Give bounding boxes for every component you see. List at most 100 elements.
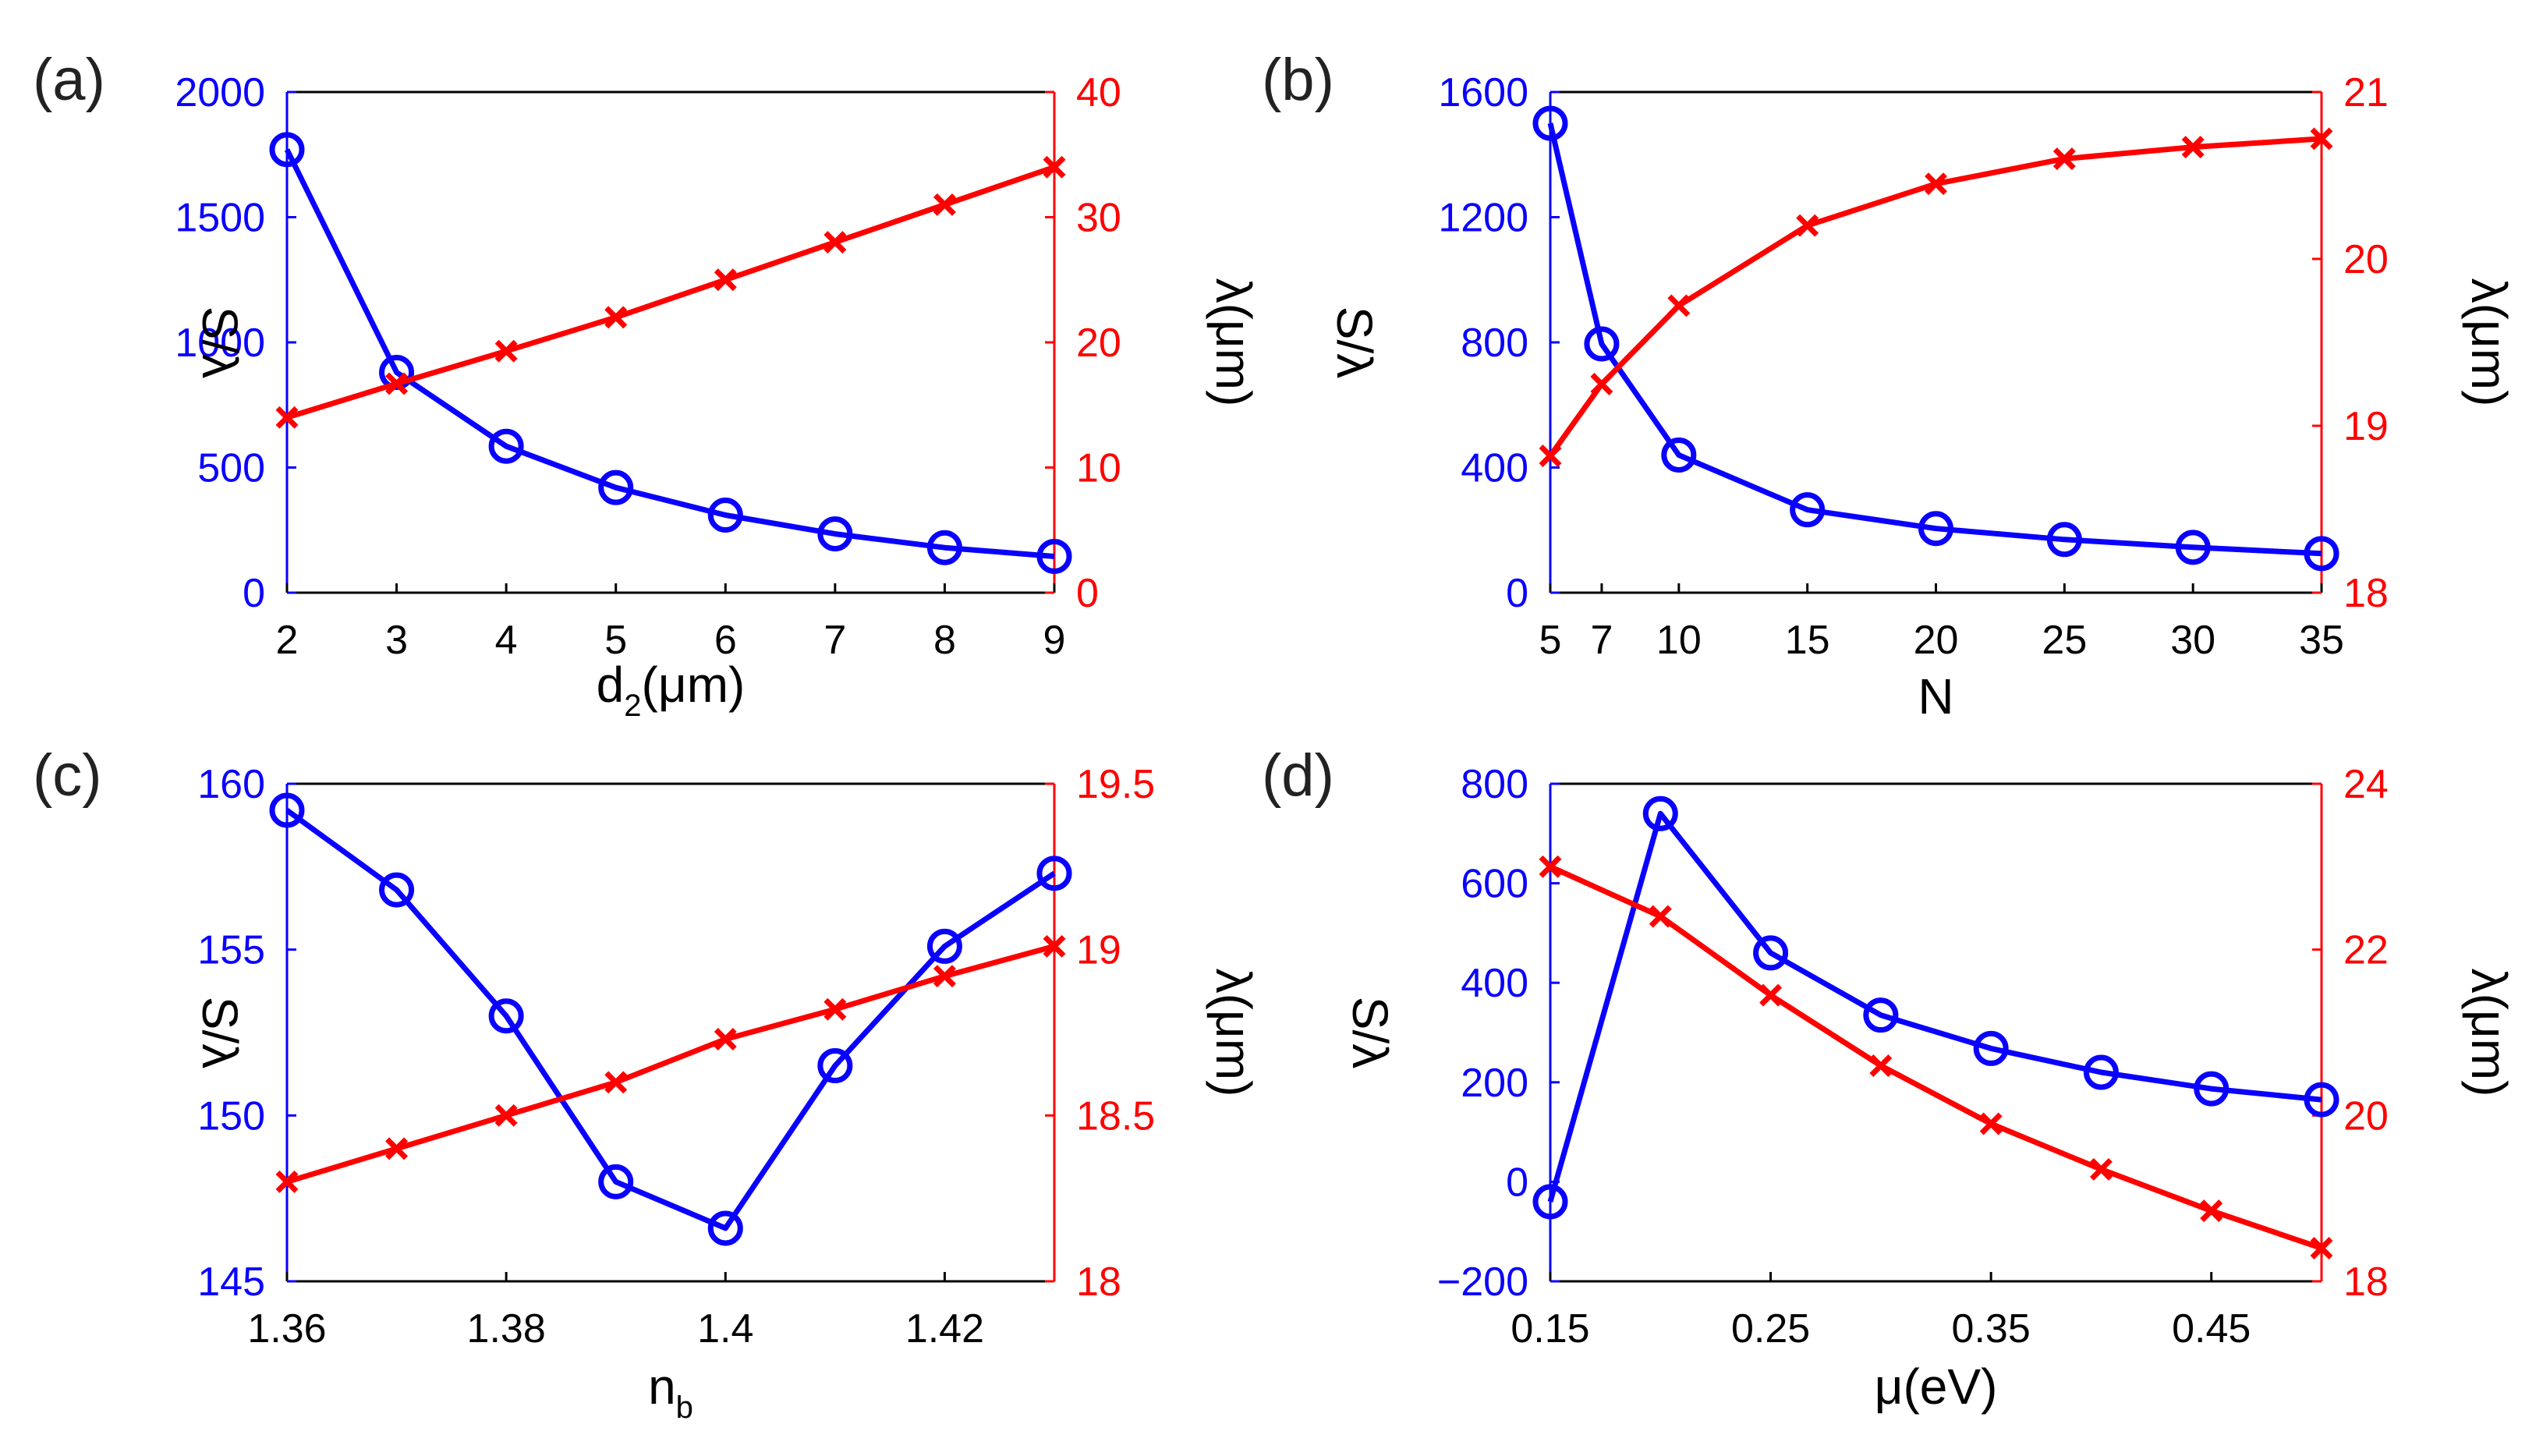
right-tick-label: 19.5 xyxy=(1076,762,1155,807)
right-tick-label: 24 xyxy=(2343,762,2389,807)
x-tick-label: 6 xyxy=(714,618,737,663)
data-point-cross xyxy=(2089,1157,2113,1181)
right-tick-label: 18 xyxy=(1076,1259,1121,1305)
data-point-circle xyxy=(2046,522,2082,558)
data-point-circle xyxy=(269,132,305,168)
x-tick-label: 0.25 xyxy=(1731,1306,1810,1351)
x-axis-label: N xyxy=(1918,668,1953,724)
left-tick-label: 0 xyxy=(243,571,265,616)
x-tick-label: 5 xyxy=(604,618,627,663)
data-point-cross xyxy=(385,1137,409,1160)
data-point-cross xyxy=(1796,214,1819,237)
data-point-circle xyxy=(1532,1184,1568,1220)
x-tick-label: 1.38 xyxy=(467,1306,546,1351)
data-point-circle xyxy=(926,928,962,964)
y-axis-label-left: S/λ xyxy=(1342,997,1398,1068)
data-point-cross xyxy=(1925,172,1947,196)
right-tick-label: 22 xyxy=(2343,928,2389,973)
y-axis-label-left: S/λ xyxy=(192,306,248,378)
series-line-s-over-lambda xyxy=(1547,810,2322,1203)
series-line-s-over-lambda xyxy=(1547,122,2322,557)
data-point-cross xyxy=(604,1071,628,1094)
right-tick-label: 18 xyxy=(2343,571,2389,616)
data-point-circle xyxy=(1036,538,1072,574)
data-point-circle xyxy=(1790,492,1826,528)
right-tick-label: 21 xyxy=(2343,70,2389,115)
data-point-circle xyxy=(1973,1030,2009,1066)
data-point-cross xyxy=(1759,983,1783,1007)
left-tick-label: 1600 xyxy=(1438,70,1528,115)
x-tick-label: 35 xyxy=(2299,618,2344,663)
x-axis-label: d2(μm) xyxy=(597,657,746,723)
data-point-cross xyxy=(385,372,409,395)
data-point-cross xyxy=(1539,445,1562,467)
data-point-cross xyxy=(1539,855,1562,878)
y-axis-label-left: S/λ xyxy=(1326,306,1383,378)
data-point-circle xyxy=(817,1048,853,1084)
data-point-cross xyxy=(1043,155,1066,179)
data-point-circle xyxy=(488,428,524,464)
data-point-cross xyxy=(275,406,299,429)
panel-b: 5 7 10 15 20 25 30 35 0 400 800 1200 1600 18 19 20 21 (b)… xyxy=(1262,47,2517,724)
data-point-circle xyxy=(2083,1054,2119,1090)
left-tick-label: 400 xyxy=(1461,446,1528,491)
data-point-cross xyxy=(494,1104,518,1127)
data-point-circle xyxy=(1532,105,1568,141)
x-tick-label: 8 xyxy=(933,618,956,663)
data-point-circle xyxy=(1918,511,1953,547)
data-point-cross xyxy=(1869,1054,1893,1078)
panel-d: 0.15 0.25 0.35 0.45 −200 0 200 400 600 800 18 20 22 2… xyxy=(1262,742,2517,1415)
left-tick-label: 2000 xyxy=(175,70,265,115)
x-tick-label: 3 xyxy=(385,618,408,663)
left-tick-label: 500 xyxy=(197,446,265,491)
data-point-circle xyxy=(1584,326,1620,362)
data-point-circle xyxy=(598,469,634,505)
data-point-circle xyxy=(1661,437,1697,473)
data-point-cross xyxy=(1979,1112,2003,1135)
y-axis-label-left: S/λ xyxy=(192,997,248,1068)
data-point-circle xyxy=(1036,856,1072,891)
x-tick-label: 0.35 xyxy=(1952,1306,2031,1351)
data-point-cross xyxy=(714,1028,737,1050)
data-point-circle xyxy=(269,792,305,828)
series-line-lambda xyxy=(1548,136,2322,458)
data-point-cross xyxy=(1667,294,1691,317)
x-tick-label: 20 xyxy=(1914,618,1959,663)
panel-label: (a) xyxy=(33,47,105,113)
left-tick-label: 1500 xyxy=(175,196,265,241)
series-line-s-over-lambda xyxy=(285,808,1056,1231)
right-tick-label: 10 xyxy=(1076,446,1121,491)
left-tick-label: 160 xyxy=(197,762,265,807)
right-tick-label: 30 xyxy=(1076,196,1121,241)
data-point-circle xyxy=(1863,997,1899,1033)
data-point-cross xyxy=(604,306,628,329)
data-point-circle xyxy=(2304,1082,2339,1118)
data-point-cross xyxy=(933,193,956,216)
x-tick-label: 15 xyxy=(1785,618,1830,663)
series-line-lambda xyxy=(285,164,1056,420)
right-tick-label: 18.5 xyxy=(1076,1093,1155,1139)
x-tick-label: 1.36 xyxy=(247,1306,326,1351)
y-axis-label-right: λ(μm) xyxy=(2461,278,2517,407)
data-point-cross xyxy=(494,339,518,363)
data-point-circle xyxy=(488,998,524,1034)
data-point-circle xyxy=(2175,530,2211,565)
data-point-circle xyxy=(598,1164,634,1199)
data-point-circle xyxy=(926,530,962,565)
left-tick-label: 800 xyxy=(1461,321,1528,366)
x-tick-label: 2 xyxy=(276,618,299,663)
panel-label: (c) xyxy=(33,742,102,809)
series-line-s-over-lambda xyxy=(284,148,1055,559)
x-tick-label: 9 xyxy=(1043,618,1066,663)
data-point-cross xyxy=(1043,934,1066,958)
data-point-cross xyxy=(1590,373,1613,395)
data-point-cross xyxy=(933,965,956,988)
left-tick-label: 0 xyxy=(1506,571,1528,616)
data-point-circle xyxy=(817,516,853,552)
x-tick-label: 5 xyxy=(1539,618,1562,663)
left-tick-label: 150 xyxy=(197,1093,265,1139)
data-point-cross xyxy=(2200,1199,2223,1223)
data-point-cross xyxy=(275,1170,299,1193)
right-tick-label: 40 xyxy=(1076,70,1121,115)
x-tick-label: 1.4 xyxy=(697,1306,753,1351)
